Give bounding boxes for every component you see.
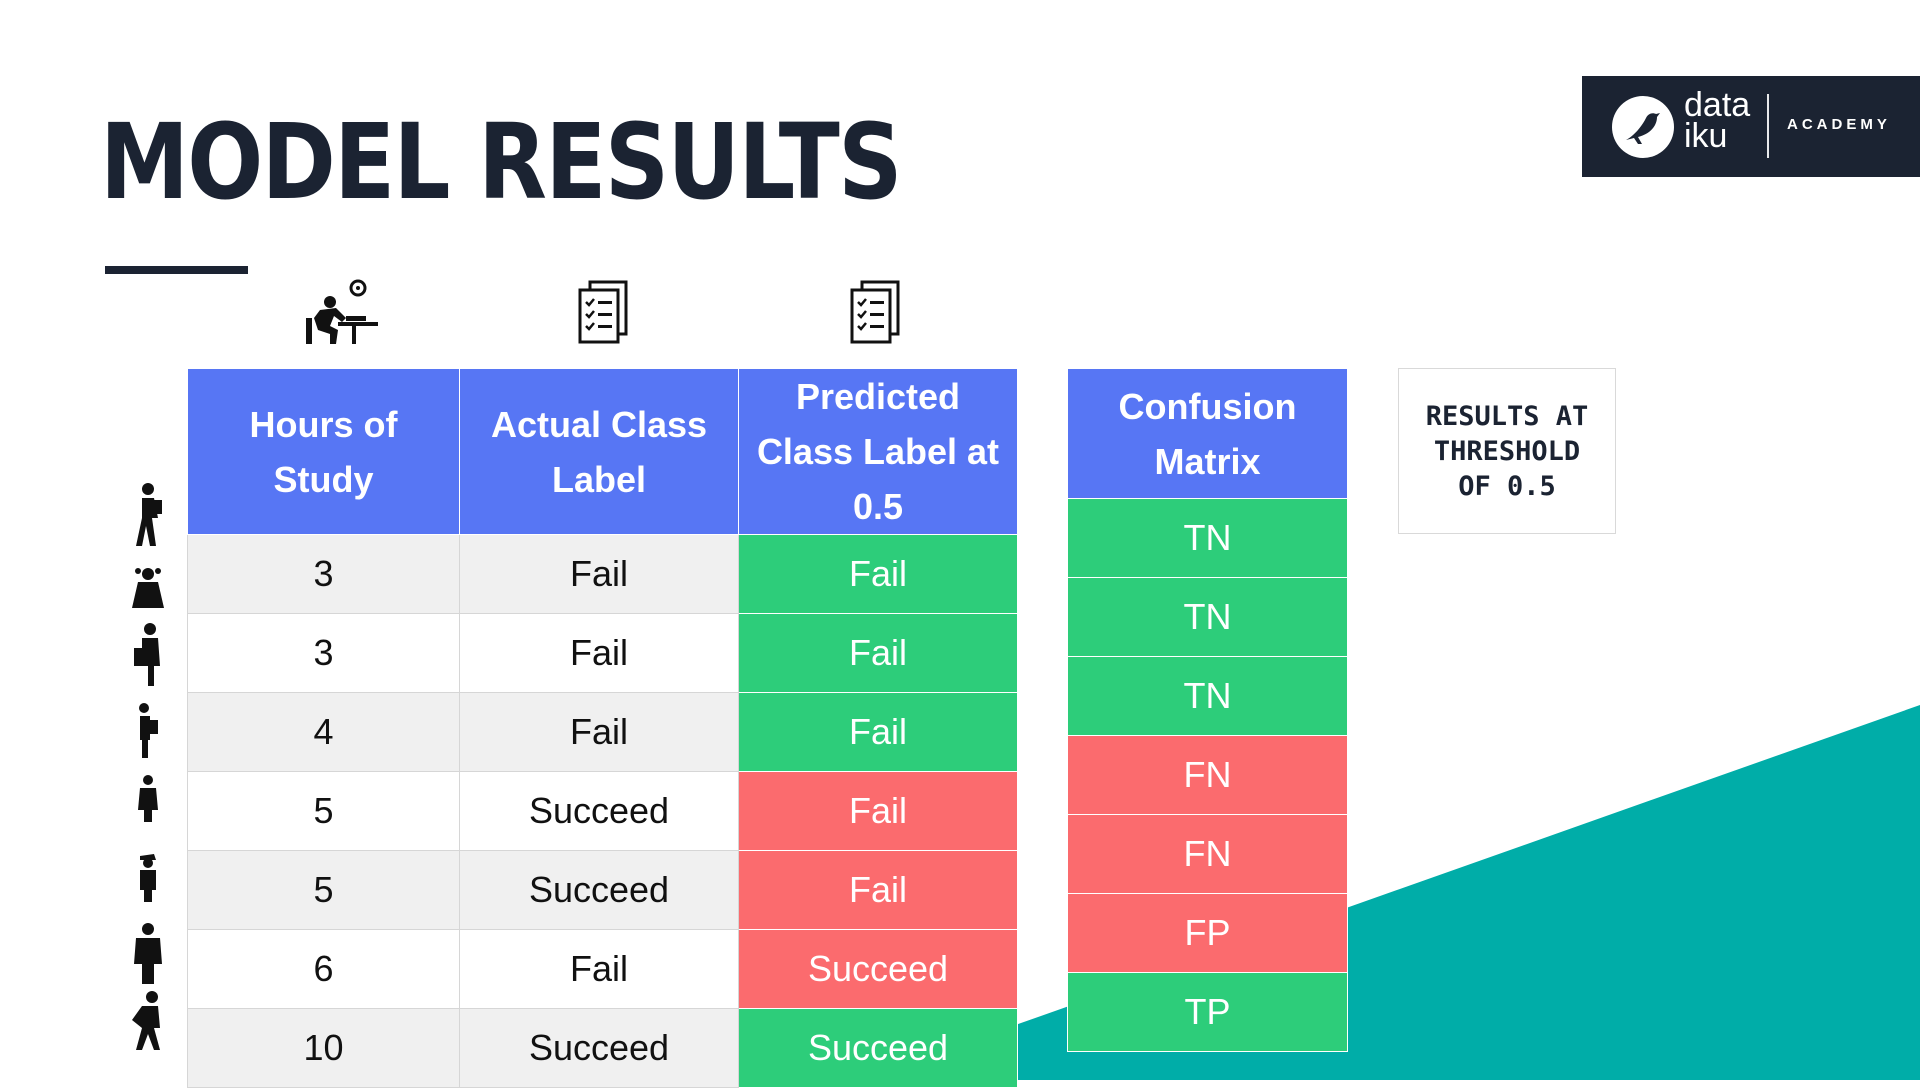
student-running-icon <box>132 991 160 1050</box>
confusion-cell: TN <box>1067 577 1348 657</box>
student-backpack-front-icon <box>134 923 162 984</box>
confusion-cell: TN <box>1067 656 1348 736</box>
table-row: 5 Succeed Fail <box>187 771 1018 851</box>
logo-tagline: ACADEMY <box>1787 116 1891 133</box>
checklist-documents-icon <box>850 280 900 344</box>
student-with-bag-icon <box>134 623 160 686</box>
student-child-icon <box>138 775 158 822</box>
page-title: MODEL RESULTS <box>100 101 902 223</box>
predicted-label-cell: Fail <box>738 613 1018 693</box>
table-row: 4 Fail Fail <box>187 692 1018 772</box>
confusion-matrix-body: TN TN TN FN FN FP TP <box>1067 498 1348 1052</box>
actual-label-cell: Fail <box>459 613 739 693</box>
hours-cell: 5 <box>187 850 460 930</box>
table-row: 6 Fail Succeed <box>187 929 1018 1009</box>
dataiku-academy-logo: data iku ACADEMY <box>1582 76 1920 177</box>
confusion-row: FP <box>1067 893 1348 973</box>
model-results-table: Hours of Study Actual Class Label Predic… <box>187 368 1018 1088</box>
student-with-backpack-icon <box>139 703 158 758</box>
hours-cell: 3 <box>187 613 460 693</box>
checklist-documents-icon <box>578 280 628 344</box>
model-results-body: 3 Fail Fail 3 Fail Fail 4 Fail Fail 5 Succeed Fail 5… <box>187 534 1018 1088</box>
logo-wordmark: data iku <box>1684 86 1751 155</box>
confusion-row: TP <box>1067 972 1348 1052</box>
confusion-header-row: Confusion Matrix <box>1067 368 1348 499</box>
confusion-cell: TP <box>1067 972 1348 1052</box>
student-cap-icon <box>140 854 156 902</box>
table-row: 10 Succeed Succeed <box>187 1008 1018 1088</box>
actual-label-cell: Fail <box>459 929 739 1009</box>
predicted-label-cell: Fail <box>738 692 1018 772</box>
table-row: 3 Fail Fail <box>187 534 1018 614</box>
student-at-desk-icon <box>306 279 378 344</box>
actual-label-cell: Fail <box>459 534 739 614</box>
table-header-row: Hours of Study Actual Class Label Predic… <box>187 368 1018 535</box>
student-hiker-icon <box>136 483 162 546</box>
hours-cell: 6 <box>187 929 460 1009</box>
table-row: 3 Fail Fail <box>187 613 1018 693</box>
confusion-cell: FN <box>1067 814 1348 894</box>
confusion-cell: FP <box>1067 893 1348 973</box>
actual-label-cell: Succeed <box>459 771 739 851</box>
confusion-cell: FN <box>1067 735 1348 815</box>
hours-cell: 3 <box>187 534 460 614</box>
header-actual-class-label: Actual Class Label <box>459 368 739 535</box>
bird-icon <box>1612 96 1674 158</box>
student-girl-icon <box>132 568 164 608</box>
hours-cell: 5 <box>187 771 460 851</box>
hours-cell: 4 <box>187 692 460 772</box>
hours-cell: 10 <box>187 1008 460 1088</box>
threshold-note-text: RESULTS AT THRESHOLD OF 0.5 <box>1425 400 1589 502</box>
actual-label-cell: Fail <box>459 692 739 772</box>
table-row: 5 Succeed Fail <box>187 850 1018 930</box>
confusion-cell: TN <box>1067 498 1348 578</box>
predicted-label-cell: Fail <box>738 771 1018 851</box>
confusion-row: FN <box>1067 735 1348 815</box>
predicted-label-cell: Succeed <box>738 929 1018 1009</box>
header-confusion-matrix: Confusion Matrix <box>1067 368 1348 499</box>
title-underline <box>105 266 248 274</box>
confusion-matrix-table: Confusion Matrix TN TN TN FN FN FP TP <box>1067 368 1348 1052</box>
confusion-row: TN <box>1067 577 1348 657</box>
confusion-row: TN <box>1067 656 1348 736</box>
predicted-label-cell: Succeed <box>738 1008 1018 1088</box>
confusion-row: TN <box>1067 498 1348 578</box>
header-hours-of-study: Hours of Study <box>187 368 460 535</box>
threshold-note-box: RESULTS AT THRESHOLD OF 0.5 <box>1398 368 1616 534</box>
actual-label-cell: Succeed <box>459 1008 739 1088</box>
header-predicted-class-label: Predicted Class Label at 0.5 <box>738 368 1018 535</box>
confusion-row: FN <box>1067 814 1348 894</box>
predicted-label-cell: Fail <box>738 534 1018 614</box>
predicted-label-cell: Fail <box>738 850 1018 930</box>
actual-label-cell: Succeed <box>459 850 739 930</box>
logo-divider <box>1767 94 1769 158</box>
